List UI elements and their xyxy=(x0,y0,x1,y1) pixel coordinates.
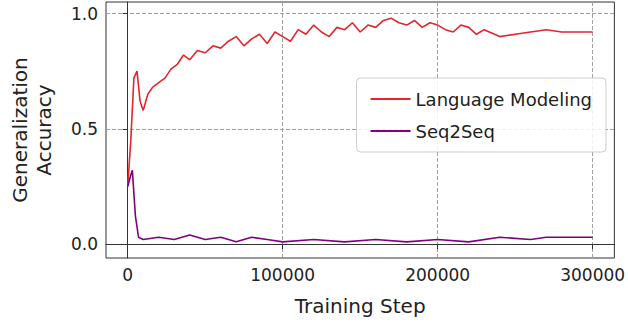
svg-text:300000: 300000 xyxy=(560,265,625,285)
svg-text:0: 0 xyxy=(122,265,133,285)
svg-text:Accuracy: Accuracy xyxy=(32,84,56,175)
svg-text:0.5: 0.5 xyxy=(71,119,98,139)
svg-text:200000: 200000 xyxy=(405,265,470,285)
svg-text:0.0: 0.0 xyxy=(71,234,98,254)
svg-text:100000: 100000 xyxy=(250,265,315,285)
svg-text:Training Step: Training Step xyxy=(294,294,426,318)
svg-text:Generalization: Generalization xyxy=(8,57,32,202)
svg-text:1.0: 1.0 xyxy=(71,4,98,24)
svg-text:Language Modeling: Language Modeling xyxy=(416,89,592,110)
svg-text:Seq2Seq: Seq2Seq xyxy=(416,121,495,142)
